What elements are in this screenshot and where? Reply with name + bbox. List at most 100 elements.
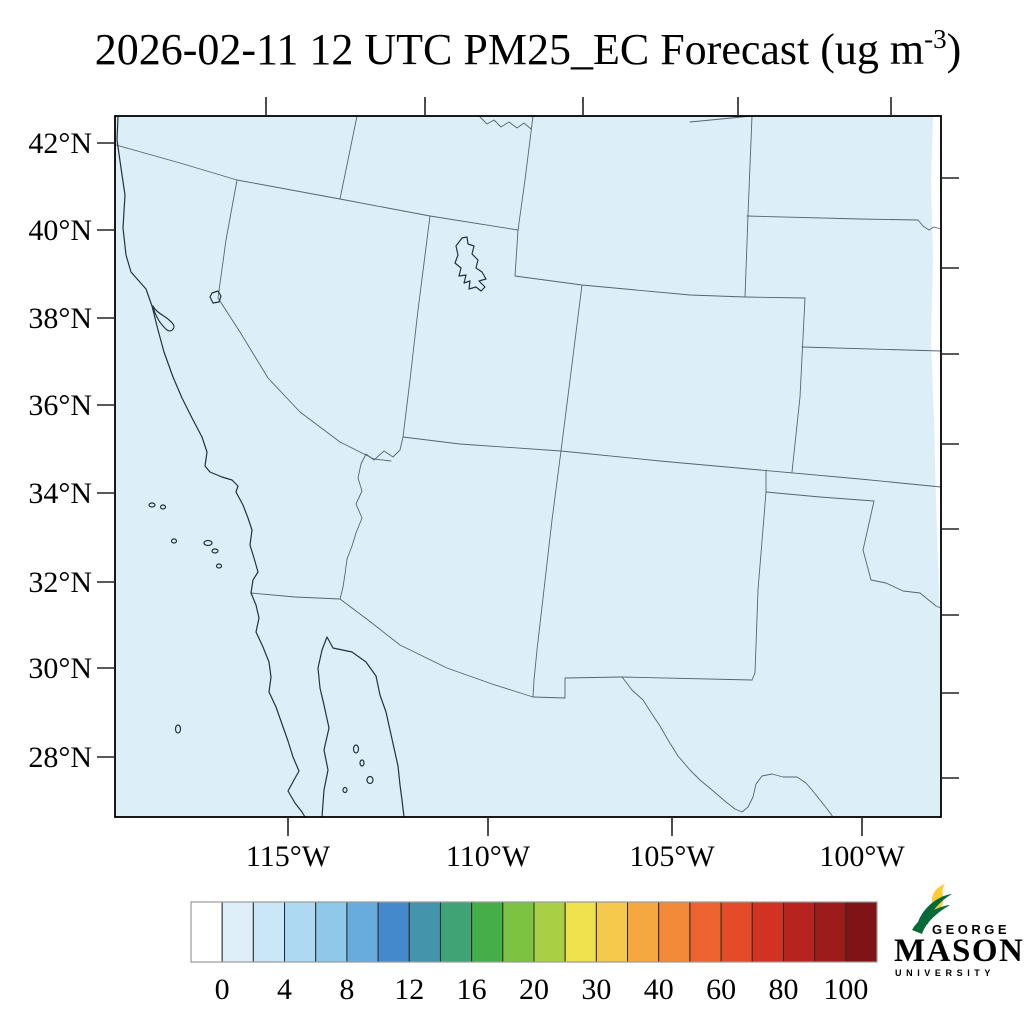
island-channel-6 <box>215 563 223 569</box>
island-channel-2 <box>211 548 219 554</box>
border-wyoming-west <box>514 115 534 277</box>
border-100w <box>862 500 875 551</box>
colorbar-cell <box>814 901 847 963</box>
colorbar-cell <box>845 901 878 963</box>
colorbar-tick-label: 4 <box>277 973 292 1006</box>
lon-label-115w: 115°W <box>246 840 331 873</box>
colorbar-cell <box>408 901 441 963</box>
colorbar-tick-label: 100 <box>823 973 868 1006</box>
border-colorado-river <box>339 436 404 600</box>
lat-label-34n: 34°N <box>28 477 92 510</box>
colorbar-tick-label: 0 <box>215 973 230 1006</box>
colorbar-cell <box>190 901 223 963</box>
island-channel-3 <box>170 538 178 544</box>
lon-label-110w: 110°W <box>446 840 531 873</box>
map-background <box>115 116 941 817</box>
colorbar-tick-label: 8 <box>339 973 354 1006</box>
colorbar-cell <box>221 901 254 963</box>
lon-label-100w: 100°W <box>819 840 905 873</box>
border-wyoming-east <box>744 115 753 298</box>
colorbar-tick-label: 30 <box>581 973 611 1006</box>
colorbar-tick-label: 40 <box>644 973 674 1006</box>
island-cedros <box>174 724 182 734</box>
logo-george-text: GEORGE <box>932 922 1010 937</box>
colorbar-cell <box>252 901 286 963</box>
lat-axis-labels: 42°N 40°N 38°N 36°N 34°N 32°N 30°N 28°N <box>28 127 92 774</box>
border-utah-colorado <box>560 284 583 452</box>
border-california-nevada-diagonal <box>217 297 392 462</box>
border-texas-newmexico-32n <box>621 676 753 681</box>
colorbar <box>190 901 878 963</box>
coast-sf-bay <box>152 305 175 332</box>
colorbar-cell <box>502 901 535 963</box>
island-gulf-3 <box>366 775 374 785</box>
right-ticks <box>941 177 959 779</box>
colorbar-cell <box>564 901 597 963</box>
colorbar-labels: 0 4 8 12 16 20 30 40 60 80 100 <box>215 973 869 1006</box>
colorbar-cell <box>533 901 566 963</box>
border-102w <box>791 297 806 473</box>
gmu-logo: GEORGE MASON UNIVERSITY <box>894 884 1024 978</box>
axis-ticks <box>97 97 959 836</box>
lat-label-38n: 38°N <box>28 302 92 335</box>
lon-label-105w: 105°W <box>629 840 715 873</box>
border-montana-idaho <box>479 116 532 130</box>
border-california-nevada-north <box>217 179 238 299</box>
border-45n <box>689 115 753 123</box>
border-arizona-newmexico <box>532 450 562 698</box>
lat-label-36n: 36°N <box>28 389 92 422</box>
border-40n <box>801 346 942 352</box>
domain-edge-strip <box>931 117 941 690</box>
border-nebraska-southdakota <box>746 215 942 231</box>
border-rio-grande <box>621 676 834 818</box>
border-41n <box>514 275 806 299</box>
left-ticks <box>97 142 115 758</box>
border-newmexico-bootheel <box>532 676 623 699</box>
coast-gulf-of-california <box>317 636 405 818</box>
island-gulf-2 <box>359 759 365 767</box>
colorbar-cell <box>315 901 348 963</box>
colorbar-cell <box>595 901 629 963</box>
island-gulf-4 <box>342 786 348 794</box>
coastlines <box>116 116 487 818</box>
colorbar-cell <box>471 901 504 963</box>
logo-leaf2-icon <box>912 905 950 934</box>
border-oklahoma-texas-365n <box>765 491 875 502</box>
border-mexico-california <box>250 592 341 600</box>
border-42n <box>115 144 519 231</box>
lake-tahoe <box>209 290 222 304</box>
colorbar-cell <box>346 901 379 963</box>
colorbar-tick-label: 12 <box>394 973 424 1006</box>
colorbar-cell <box>284 901 317 963</box>
island-channel-4 <box>148 502 156 508</box>
lat-label-40n: 40°N <box>28 214 92 247</box>
island-channel-5 <box>159 504 167 510</box>
border-nevada-utah <box>402 215 431 438</box>
lat-label-30n: 30°N <box>28 652 92 685</box>
lake-great-salt <box>454 236 487 292</box>
colorbar-tick-label: 60 <box>706 973 736 1006</box>
border-mexico-arizona <box>339 598 534 698</box>
border-texas-newmexico <box>751 469 767 681</box>
colorbar-outline <box>190 901 878 963</box>
island-channel-1 <box>203 539 213 547</box>
border-oregon-idaho <box>339 115 358 200</box>
colorbar-cell <box>689 901 722 963</box>
lat-label-32n: 32°N <box>28 566 92 599</box>
colorbar-cell <box>377 901 410 963</box>
map-frame <box>114 115 942 818</box>
colorbar-cell <box>439 901 473 963</box>
top-ticks <box>265 97 892 116</box>
logo-university-text: UNIVERSITY <box>895 968 995 978</box>
coast-baja-pacific <box>250 592 306 818</box>
border-red-river <box>862 549 942 609</box>
bottom-ticks <box>287 817 863 836</box>
colorbar-cell <box>720 901 753 963</box>
colorbar-cell <box>782 901 816 963</box>
logo-mason-text: MASON <box>894 933 1024 969</box>
state-borders <box>115 115 942 818</box>
island-gulf-1 <box>352 744 360 754</box>
colorbar-tick-label: 16 <box>457 973 487 1006</box>
